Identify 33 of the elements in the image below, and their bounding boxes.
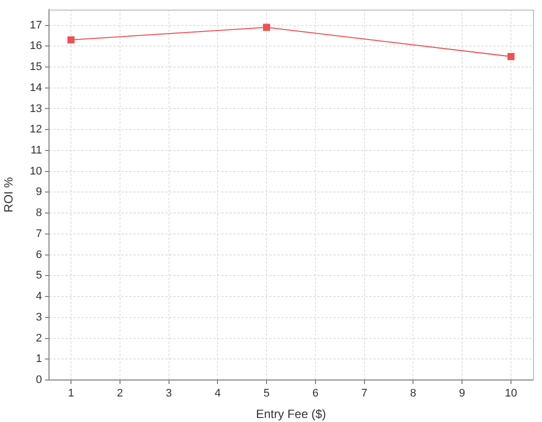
y-tick-label: 5 [36,270,42,282]
y-tick-label: 9 [36,186,42,198]
y-tick-label: 7 [36,228,42,240]
y-tick-label: 2 [36,332,42,344]
y-axis-title: ROI % [2,176,16,212]
y-tick-label: 4 [36,290,42,303]
point [507,53,515,60]
x-tick-label: 10 [504,388,518,400]
x-tick-label: 4 [214,388,221,400]
y-tick-label: 3 [36,311,42,324]
x-tick-label: 9 [459,388,466,400]
y-tick-label: 0 [36,374,42,386]
x-tick-label: 7 [361,388,368,400]
y-tick-label: 15 [30,61,42,74]
x-tick-label: 1 [68,388,74,400]
x-tick-label: 3 [166,388,172,400]
x-tick-label: 5 [263,388,270,400]
x-tick-label: 8 [410,388,416,400]
y-tick-label: 1 [36,353,42,366]
y-tick-label: 10 [30,165,42,178]
y-tick-label: 8 [36,207,42,220]
point [67,36,75,44]
y-tick-label: 14 [30,82,42,94]
x-axis-title: Entry Fee ($) [256,407,326,422]
y-tick-label: 17 [30,19,42,32]
y-tick-label: 6 [36,248,42,261]
y-tick-label: 11 [30,144,42,156]
y-tick-label: 16 [30,40,42,52]
y-tick-label: 12 [30,124,42,136]
y-tick-label: 13 [30,102,42,115]
point [263,24,270,31]
x-tick-label: 6 [312,388,319,400]
x-tick-label: 2 [116,388,123,400]
